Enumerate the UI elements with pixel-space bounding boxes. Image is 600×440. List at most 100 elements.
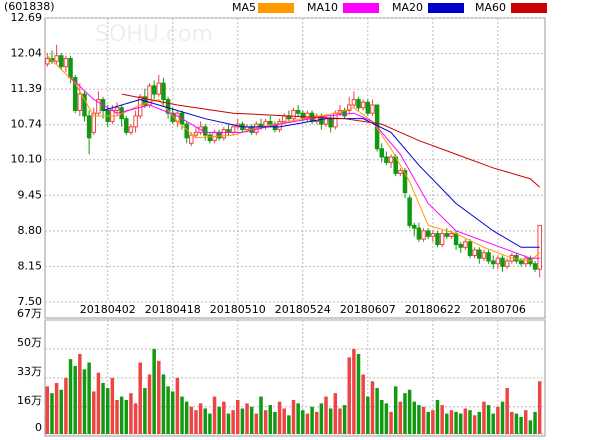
- volume-bar: [412, 401, 417, 434]
- volume-bar: [324, 396, 328, 434]
- volume-bar: [449, 410, 454, 434]
- candle-body: [453, 233, 459, 246]
- volume-tick-label: 67万: [17, 307, 42, 320]
- volume-bar: [528, 420, 533, 434]
- candle-body: [189, 134, 194, 144]
- candle-body: [495, 257, 501, 265]
- legend-label: MA20: [392, 1, 423, 14]
- volume-bar: [435, 399, 440, 434]
- volume-bar: [524, 410, 528, 434]
- volume-bar: [384, 403, 389, 434]
- candle-body: [504, 260, 510, 267]
- volume-bar: [454, 411, 458, 434]
- volume-bar: [440, 405, 444, 434]
- volume-bar: [138, 362, 142, 434]
- candle-body: [281, 115, 287, 122]
- volume-bar: [101, 382, 105, 434]
- candle-body: [165, 99, 171, 114]
- candle-body: [216, 131, 222, 139]
- volume-bar: [124, 399, 129, 434]
- volume-bar: [273, 411, 277, 434]
- candle-body: [435, 233, 440, 246]
- candle-body: [532, 263, 538, 270]
- candle-body: [416, 227, 422, 240]
- volume-bar: [268, 405, 273, 434]
- volume-bar: [152, 348, 156, 434]
- stock-code: (601838): [4, 0, 55, 13]
- volume-bar: [398, 401, 403, 434]
- candle-body: [221, 129, 227, 139]
- volume-bar: [59, 389, 63, 434]
- candle-body: [295, 109, 301, 114]
- volume-bar: [370, 381, 375, 434]
- volume-bar: [505, 388, 509, 434]
- volume-bar: [203, 408, 207, 434]
- candle-body: [449, 233, 454, 237]
- volume-bar: [491, 413, 495, 434]
- candle-body: [412, 224, 417, 229]
- ma-line: [70, 77, 540, 259]
- volume-bar: [50, 393, 54, 434]
- candle-body: [230, 126, 236, 133]
- volume-bar: [166, 386, 170, 434]
- volume-bar: [226, 413, 231, 434]
- volume-tick-label: 16万: [17, 394, 42, 407]
- volume-bar: [291, 399, 296, 434]
- volume-bar: [68, 359, 73, 434]
- candle-body: [207, 134, 213, 142]
- y-tick-label: 9.45: [18, 188, 43, 201]
- candle-body: [384, 156, 389, 163]
- candle-body: [481, 252, 487, 259]
- price-frame: [44, 17, 546, 319]
- x-tick-label: 20180402: [80, 303, 136, 316]
- volume-bar: [277, 401, 282, 434]
- volume-bar: [212, 396, 217, 434]
- volume-tick-label: 0: [35, 421, 42, 434]
- volume-bar: [87, 362, 91, 434]
- ma-line: [121, 93, 541, 188]
- volume-bar: [375, 388, 379, 434]
- volume-bar: [356, 354, 361, 434]
- candle-body: [500, 257, 505, 267]
- y-tick-label: 8.80: [18, 224, 43, 237]
- candle-body: [133, 115, 138, 128]
- volume-bar: [105, 388, 110, 434]
- candle-body: [439, 233, 445, 246]
- y-tick-label: 10.10: [11, 153, 43, 166]
- candle-body: [467, 241, 473, 256]
- volume-bar: [366, 396, 370, 434]
- candle-body: [124, 118, 129, 133]
- volume-bar: [537, 381, 542, 434]
- volume-bar: [389, 411, 393, 434]
- y-tick-label: 12.69: [11, 11, 43, 24]
- candle-body: [63, 57, 69, 68]
- volume-tick-label: 33万: [17, 365, 42, 378]
- volume-bar: [208, 413, 212, 434]
- volume-bar: [161, 374, 166, 434]
- volume-bar: [445, 413, 449, 434]
- volume-bar: [143, 388, 147, 434]
- volume-bar: [463, 408, 468, 434]
- legend-swatch: [258, 3, 294, 13]
- candle-body: [328, 118, 333, 128]
- candle-body: [398, 170, 403, 174]
- candle-body: [490, 260, 496, 265]
- candle-body: [323, 118, 329, 125]
- candle-body: [379, 148, 384, 158]
- volume-bar: [129, 393, 133, 434]
- volume-bar: [393, 386, 398, 434]
- candle-body: [96, 99, 101, 114]
- candle-body: [346, 104, 352, 111]
- candle-body: [305, 112, 310, 120]
- y-tick-label: 11.39: [11, 82, 43, 95]
- candle-body: [77, 93, 83, 111]
- candle-body: [518, 260, 524, 265]
- volume-bar: [333, 393, 338, 434]
- candle-body: [68, 57, 73, 79]
- volume-bar: [73, 365, 77, 434]
- volume-bar: [92, 391, 96, 434]
- volume-bar: [403, 393, 407, 434]
- volume-bar: [236, 399, 240, 434]
- volume-bar: [301, 410, 305, 434]
